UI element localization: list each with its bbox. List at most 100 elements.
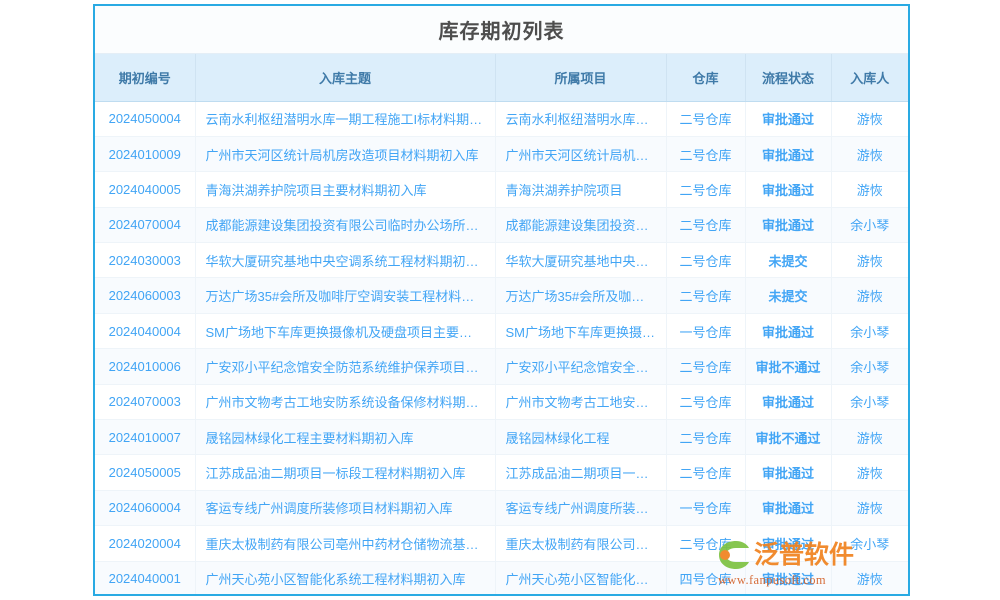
table-row[interactable]: 2024050005 江苏成品油二期项目一标段工程材料期初入库 江苏成品油二期项目一… bbox=[95, 454, 908, 491]
cell-person: 游恢 bbox=[831, 171, 908, 208]
cell-code: 2024010006 bbox=[95, 348, 196, 385]
cell-warehouse: 一号仓库 bbox=[666, 313, 746, 350]
cell-code: 2024060003 bbox=[95, 277, 196, 314]
table-row[interactable]: 2024010006 广安邓小平纪念馆安全防范系统维护保养项目材… 广安邓小平纪念馆… bbox=[95, 348, 908, 385]
column-header-warehouse[interactable]: 仓库 bbox=[666, 54, 746, 102]
cell-subject: 成都能源建设集团投资有限公司临时办公场所装… bbox=[195, 207, 496, 244]
cell-warehouse: 一号仓库 bbox=[666, 490, 746, 527]
cell-warehouse: 二号仓库 bbox=[666, 525, 746, 562]
status-badge: 审批通过 bbox=[745, 136, 832, 173]
cell-project: 重庆太极制药有限公司亳… bbox=[495, 525, 667, 562]
status-badge: 审批通过 bbox=[745, 384, 832, 421]
status-badge: 审批通过 bbox=[745, 171, 832, 208]
cell-code: 2024030003 bbox=[95, 242, 196, 279]
cell-code: 2024040004 bbox=[95, 313, 196, 350]
cell-person: 余小琴 bbox=[831, 207, 908, 244]
column-header-subject[interactable]: 入库主题 bbox=[195, 54, 496, 102]
cell-subject: 青海洪湖养护院项目主要材料期初入库 bbox=[195, 171, 496, 208]
cell-subject: 晟铭园林绿化工程主要材料期初入库 bbox=[195, 419, 496, 456]
cell-code: 2024050004 bbox=[95, 101, 196, 137]
inventory-table: 期初编号 入库主题 所属项目 仓库 流程状态 入库人 2024050004 云南水… bbox=[95, 54, 908, 594]
table-row[interactable]: 2024030003 华软大厦研究基地中央空调系统工程材料期初入库 华软大厦研究基地… bbox=[95, 242, 908, 279]
table-body: 2024050004 云南水利枢纽潜明水库一期工程施工I标材料期初… 云南水利枢纽潜… bbox=[95, 101, 908, 594]
cell-person: 余小琴 bbox=[831, 384, 908, 421]
cell-project: 江苏成品油二期项目一标… bbox=[495, 454, 667, 491]
cell-person: 余小琴 bbox=[831, 313, 908, 350]
cell-person: 游恢 bbox=[831, 242, 908, 279]
cell-code: 2024070003 bbox=[95, 384, 196, 421]
cell-subject: 客运专线广州调度所装修项目材料期初入库 bbox=[195, 490, 496, 527]
cell-warehouse: 二号仓库 bbox=[666, 101, 746, 137]
cell-project: 晟铭园林绿化工程 bbox=[495, 419, 667, 456]
table-row[interactable]: 2024040001 广州天心苑小区智能化系统工程材料期初入库 广州天心苑小区智能化… bbox=[95, 561, 908, 594]
cell-code: 2024020004 bbox=[95, 525, 196, 562]
cell-warehouse: 二号仓库 bbox=[666, 171, 746, 208]
table-row[interactable]: 2024060004 客运专线广州调度所装修项目材料期初入库 客运专线广州调度所装修… bbox=[95, 490, 908, 527]
cell-project: 青海洪湖养护院项目 bbox=[495, 171, 667, 208]
status-badge: 未提交 bbox=[745, 277, 832, 314]
cell-project: 华软大厦研究基地中央空… bbox=[495, 242, 667, 279]
column-header-person[interactable]: 入库人 bbox=[831, 54, 908, 102]
table-row[interactable]: 2024010007 晟铭园林绿化工程主要材料期初入库 晟铭园林绿化工程 二号仓库 审批… bbox=[95, 419, 908, 456]
cell-code: 2024040001 bbox=[95, 561, 196, 594]
cell-warehouse: 二号仓库 bbox=[666, 348, 746, 385]
table-row[interactable]: 2024070003 广州市文物考古工地安防系统设备保修材料期初… 广州市文物考古工… bbox=[95, 384, 908, 421]
cell-code: 2024010007 bbox=[95, 419, 196, 456]
cell-project: 广州市天河区统计局机房… bbox=[495, 136, 667, 173]
table-header: 期初编号 入库主题 所属项目 仓库 流程状态 入库人 bbox=[95, 54, 908, 102]
cell-person: 余小琴 bbox=[831, 525, 908, 562]
table-row[interactable]: 2024040004 SM广场地下车库更换摄像机及硬盘项目主要材料… SM广场地下车… bbox=[95, 313, 908, 350]
table-header-row: 期初编号 入库主题 所属项目 仓库 流程状态 入库人 bbox=[95, 54, 908, 102]
cell-warehouse: 二号仓库 bbox=[666, 277, 746, 314]
cell-person: 游恢 bbox=[831, 101, 908, 137]
cell-warehouse: 二号仓库 bbox=[666, 207, 746, 244]
cell-code: 2024010009 bbox=[95, 136, 196, 173]
column-header-status[interactable]: 流程状态 bbox=[745, 54, 832, 102]
panel-title-bar: 库存期初列表 bbox=[95, 6, 908, 54]
inventory-opening-list-panel: 库存期初列表 期初编号 入库主题 所属项目 仓库 流程状态 入库人 bbox=[93, 4, 910, 596]
cell-subject: 华软大厦研究基地中央空调系统工程材料期初入库 bbox=[195, 242, 496, 279]
column-header-project[interactable]: 所属项目 bbox=[495, 54, 667, 102]
column-header-code[interactable]: 期初编号 bbox=[95, 54, 196, 102]
cell-project: 客运专线广州调度所装修… bbox=[495, 490, 667, 527]
cell-person: 游恢 bbox=[831, 419, 908, 456]
cell-project: 万达广场35#会所及咖啡… bbox=[495, 277, 667, 314]
table-row[interactable]: 2024040005 青海洪湖养护院项目主要材料期初入库 青海洪湖养护院项目 二号仓库… bbox=[95, 171, 908, 208]
cell-subject: 广安邓小平纪念馆安全防范系统维护保养项目材… bbox=[195, 348, 496, 385]
table-row[interactable]: 2024060003 万达广场35#会所及咖啡厅空调安装工程材料期初… 万达广场35… bbox=[95, 277, 908, 314]
cell-subject: 广州市文物考古工地安防系统设备保修材料期初… bbox=[195, 384, 496, 421]
status-badge: 审批不通过 bbox=[745, 348, 832, 385]
status-badge: 审批不通过 bbox=[745, 419, 832, 456]
cell-project: 广州天心苑小区智能化系… bbox=[495, 561, 667, 594]
cell-code: 2024040005 bbox=[95, 171, 196, 208]
cell-code: 2024070004 bbox=[95, 207, 196, 244]
status-badge: 审批通过 bbox=[745, 207, 832, 244]
cell-project: 广安邓小平纪念馆安全防… bbox=[495, 348, 667, 385]
cell-person: 游恢 bbox=[831, 490, 908, 527]
status-badge: 未提交 bbox=[745, 242, 832, 279]
table-row[interactable]: 2024010009 广州市天河区统计局机房改造项目材料期初入库 广州市天河区统计局… bbox=[95, 136, 908, 173]
page-title: 库存期初列表 bbox=[438, 21, 565, 43]
status-badge: 审批通过 bbox=[745, 561, 832, 594]
cell-project: 云南水利枢纽潜明水库一… bbox=[495, 101, 667, 137]
cell-subject: 云南水利枢纽潜明水库一期工程施工I标材料期初… bbox=[195, 101, 496, 137]
cell-subject: 广州市天河区统计局机房改造项目材料期初入库 bbox=[195, 136, 496, 173]
cell-warehouse: 二号仓库 bbox=[666, 454, 746, 491]
cell-project: 广州市文物考古工地安防… bbox=[495, 384, 667, 421]
cell-subject: 万达广场35#会所及咖啡厅空调安装工程材料期初… bbox=[195, 277, 496, 314]
table-row[interactable]: 2024020004 重庆太极制药有限公司亳州中药材仓储物流基地… 重庆太极制药有限… bbox=[95, 525, 908, 562]
cell-person: 游恢 bbox=[831, 136, 908, 173]
cell-warehouse: 二号仓库 bbox=[666, 384, 746, 421]
cell-person: 游恢 bbox=[831, 454, 908, 491]
table-row[interactable]: 2024070004 成都能源建设集团投资有限公司临时办公场所装… 成都能源建设集团… bbox=[95, 207, 908, 244]
cell-code: 2024050005 bbox=[95, 454, 196, 491]
cell-warehouse: 二号仓库 bbox=[666, 136, 746, 173]
table-row[interactable]: 2024050004 云南水利枢纽潜明水库一期工程施工I标材料期初… 云南水利枢纽潜… bbox=[95, 101, 908, 137]
status-badge: 审批通过 bbox=[745, 454, 832, 491]
cell-subject: 广州天心苑小区智能化系统工程材料期初入库 bbox=[195, 561, 496, 594]
cell-warehouse: 二号仓库 bbox=[666, 419, 746, 456]
status-badge: 审批通过 bbox=[745, 101, 832, 137]
cell-project: 成都能源建设集团投资有… bbox=[495, 207, 667, 244]
cell-person: 游恢 bbox=[831, 561, 908, 594]
